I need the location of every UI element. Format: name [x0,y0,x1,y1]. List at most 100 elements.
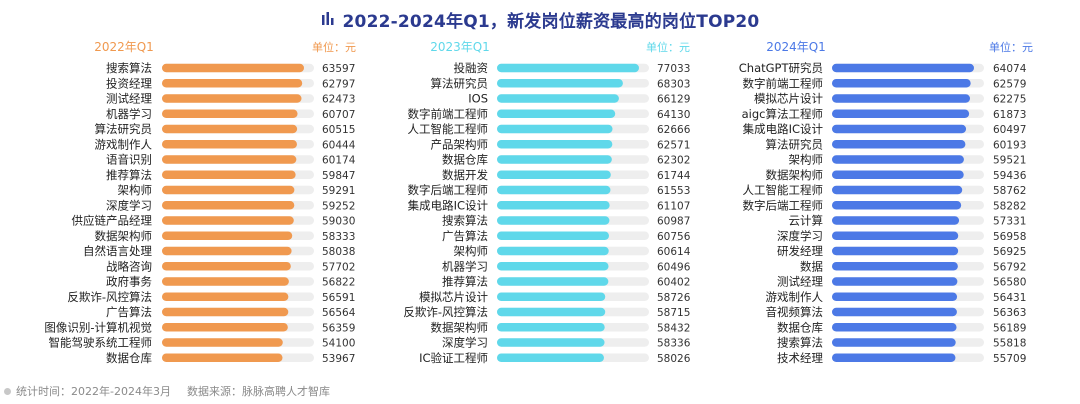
category-label: 数据开发 [442,168,488,182]
value-label: 64130 [657,109,690,121]
bar [162,170,296,179]
value-label: 58762 [993,185,1026,197]
category-label: 人工智能工程师 [743,183,824,197]
bar [162,262,291,271]
bar [497,246,609,256]
category-label: aigc算法工程师 [742,107,823,121]
value-label: 60402 [657,277,690,289]
bar [832,140,966,149]
category-label: 政府事务 [106,275,152,289]
value-label: 58715 [657,307,690,319]
value-label: 58333 [322,231,355,243]
value-label: 56591 [322,292,355,304]
category-label: 人工智能工程师 [408,122,489,136]
bar [832,155,964,164]
category-label: 数据仓库 [777,320,823,334]
bar [162,292,289,301]
category-label: 研发经理 [777,244,823,258]
value-label: 56359 [322,322,355,334]
category-label: 数据 [800,259,823,273]
value-label: 56580 [993,277,1026,289]
bar [162,201,295,210]
value-label: 66129 [657,94,690,106]
category-label: 模拟芯片设计 [754,92,823,106]
value-label: 56189 [993,322,1026,334]
category-label: 自然语言处理 [83,244,152,258]
footer-source: 数据来源：脉脉高聘人才智库 [186,385,330,398]
category-label: 数字前端工程师 [408,107,489,121]
category-label: 供应链产品经理 [72,214,153,228]
value-label: 60496 [657,261,691,273]
category-label: 数字后端工程师 [408,183,489,197]
bar [497,231,609,240]
bar [497,323,605,332]
category-label: 游戏制作人 [766,290,824,304]
bar [497,63,639,73]
bar [832,323,957,332]
value-label: 62666 [657,124,691,136]
value-label: 61107 [657,200,690,212]
category-label: 推荐算法 [106,168,152,182]
category-label: 测试经理 [777,275,823,289]
category-label: 架构师 [454,244,489,258]
bar [832,170,964,179]
panel-unit: 单位：元 [312,40,356,54]
category-label: 深度学习 [106,198,152,212]
value-label: 57331 [993,216,1026,228]
value-label: 59030 [322,216,355,228]
value-label: 58432 [657,322,690,334]
value-label: 60707 [322,109,355,121]
value-label: 68303 [657,78,690,90]
bar [497,124,613,134]
value-label: 59436 [993,170,1027,182]
bar [497,201,610,210]
category-label: 搜索算法 [777,336,823,350]
value-label: 59291 [322,185,355,197]
value-label: 59847 [322,170,355,182]
value-label: 63597 [322,63,355,75]
category-label: 广告算法 [442,229,488,243]
footer-dot-icon [4,387,11,395]
category-label: 智能驾驶系统工程师 [49,336,153,350]
category-label: 机器学习 [442,259,488,273]
value-label: 64074 [993,63,1027,75]
value-label: 62275 [993,94,1026,106]
value-label: 60174 [322,155,356,167]
panel-title: 2023年Q1 [430,40,490,54]
bar [497,79,623,88]
value-label: 60444 [322,139,356,151]
category-label: 数据架构师 [766,168,824,182]
category-label: 机器学习 [106,107,152,121]
value-label: 61553 [657,185,690,197]
category-label: 战略咨询 [106,259,152,273]
bar [497,338,605,347]
category-label: 测试经理 [106,92,152,106]
category-label: 搜索算法 [442,214,488,228]
category-label: 技术经理 [777,351,823,365]
bar [832,292,958,301]
bar [832,79,971,88]
value-label: 55818 [993,338,1026,350]
bar [832,109,970,118]
value-label: 60614 [657,246,691,258]
bar [832,201,962,210]
category-label: 推荐算法 [442,275,488,289]
category-label: 语音识别 [106,153,152,167]
bar [162,140,297,149]
bar [162,353,283,362]
bar [497,292,606,301]
bar [162,246,292,256]
category-label: IC验证工程师 [419,351,488,365]
category-label: 架构师 [789,153,824,167]
footer: 统计时间：2022年-2024年3月 数据来源：脉脉高聘人才智库 [4,383,330,399]
value-label: 62579 [993,78,1026,90]
chart-panel-3: 2024年Q1 单位：元 ChatGPT研究员 64074 数字前端工程师 62579 模拟… [739,40,1033,365]
category-label: 游戏制作人 [95,137,153,151]
category-label: 数据仓库 [106,351,152,365]
bar [832,124,967,134]
category-label: 数字后端工程师 [743,198,824,212]
value-label: 57702 [322,261,355,273]
bar [832,277,958,286]
